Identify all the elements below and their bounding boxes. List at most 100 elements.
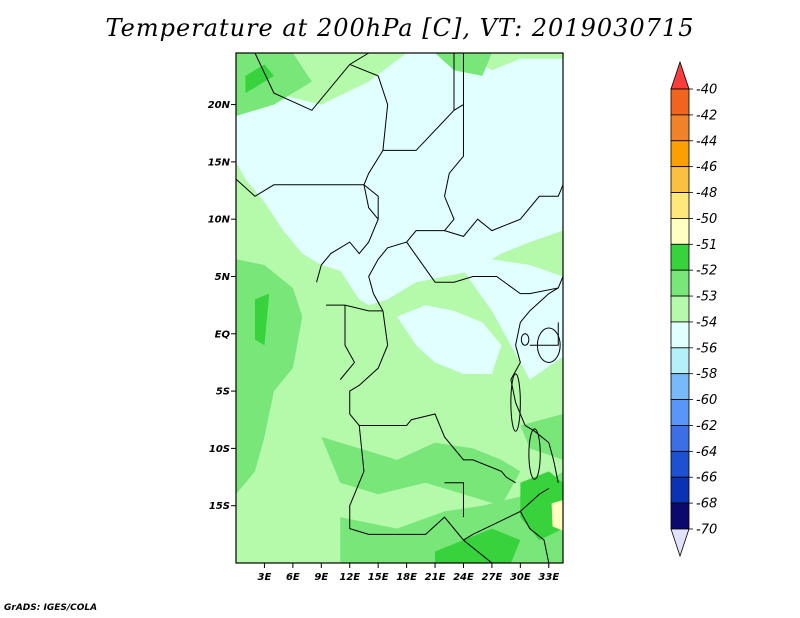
colorbar-swatch [670,166,690,193]
lon-label: 3E [258,572,272,583]
colorbar-label: -58 [696,367,717,382]
lon-label: 6E [286,572,300,583]
border-line [368,104,464,312]
colorbar-swatch [670,243,690,271]
colorbar-swatch [670,269,690,297]
map-frame [235,52,564,564]
border-line [524,425,559,483]
colorbar-top-arrow [670,60,690,90]
lon-label: 18E [396,572,417,583]
border-line [519,511,550,564]
grads-credit: GrADS: IGES/COLA [4,603,98,613]
colorbar-label: -40 [696,83,717,98]
colorbar-swatch [670,88,690,116]
lake-outline [528,428,541,480]
colorbar-label: -66 [696,471,717,486]
lon-label: 15E [368,572,389,583]
border-line [254,52,369,111]
border-line [326,304,383,312]
lake-outline [520,333,530,346]
field-level-53 [321,436,521,506]
field-level-52 [245,64,274,94]
lon-label: 21E [425,572,446,583]
colorbar-label: -53 [696,290,717,305]
field-level-54 [397,305,502,374]
lat-label: 15S [209,501,230,512]
colorbar-swatch [670,425,690,452]
lake-outline [510,373,521,432]
colorbar-label: -42 [696,108,717,123]
border-line [235,178,379,283]
border-line [463,539,493,564]
lon-label: 24E [453,572,474,583]
colorbar-label: -46 [696,160,717,175]
border-line [510,345,526,426]
colorbar-bottom-arrow [670,528,690,558]
lon-label: 33E [538,572,559,583]
field-level-51 [551,499,563,531]
colorbar-label: -60 [696,393,717,408]
lat-label: 10S [209,444,230,455]
colorbar-label: -48 [696,186,717,201]
border-line [529,322,559,346]
lon-label: 30E [510,572,531,583]
colorbar-label: -68 [696,497,717,512]
border-line [363,184,379,220]
colorbar-swatch [670,399,690,426]
lat-label: 5S [216,387,230,398]
lon-label: 12E [339,572,360,583]
border-line [453,53,464,111]
colorbar-label: -56 [696,341,717,356]
lake-outline [536,327,561,363]
border-line [382,53,455,151]
colorbar: -40 -42 -44 -46 -48 -50 -51 -52 -53 -54 -56 -58 -60 -… [670,60,717,558]
colorbar-swatch [670,114,690,142]
colorbar-label: -50 [696,212,717,227]
colorbar-swatch [670,347,690,375]
colorbar-label: -64 [696,445,717,460]
field-level-54 [236,53,563,306]
lat-label: EQ [215,329,231,340]
lat-label: 5N [215,272,231,283]
colorbar-swatch [670,450,690,478]
field-level-52 [435,528,521,563]
lon-label: 9E [314,572,328,583]
colorbar-label: -52 [696,264,717,279]
border-line [349,63,389,185]
lat-label: 20N [208,100,231,111]
colorbar-swatch [670,373,690,400]
field-level-52 [254,293,270,346]
border-line [349,425,474,541]
field-level-53 [236,259,303,495]
colorbar-swatch [670,476,690,504]
colorbar-label: -44 [696,134,717,149]
temperature-field [236,53,563,563]
field-level-52 [520,471,563,541]
colorbar-label: -70 [696,522,717,537]
longitude-axis: 3E 6E 9E 12E 15E 18E 21E 24E 27E 30E 33E [258,563,559,583]
colorbar-label: -62 [696,419,717,434]
colorbar-swatch [670,502,690,530]
border-line [339,305,356,380]
border-line [349,310,389,415]
chart-title: Temperature at 200hPa [C], VT: 201903071… [105,14,695,42]
colorbar-swatch [670,140,690,168]
border-line [406,241,564,295]
colorbar-swatch [670,321,690,349]
field-level-53 [236,53,312,117]
border-line [444,184,564,237]
border-line [349,413,516,484]
country-borders [235,52,564,564]
border-line [444,482,464,518]
colorbar-swatch [670,295,690,323]
colorbar-swatch [670,192,690,219]
border-line [515,287,559,346]
colorbar-swatch [670,218,690,245]
colorbar-label: -51 [696,238,717,253]
colorbar-label: -54 [696,315,717,330]
lat-label: 10N [208,215,231,226]
latitude-axis: 20N 15N 10N 5N EQ 5S 10S 15S [208,100,236,512]
lon-label: 27E [482,572,503,583]
lat-label: 15N [208,157,231,168]
